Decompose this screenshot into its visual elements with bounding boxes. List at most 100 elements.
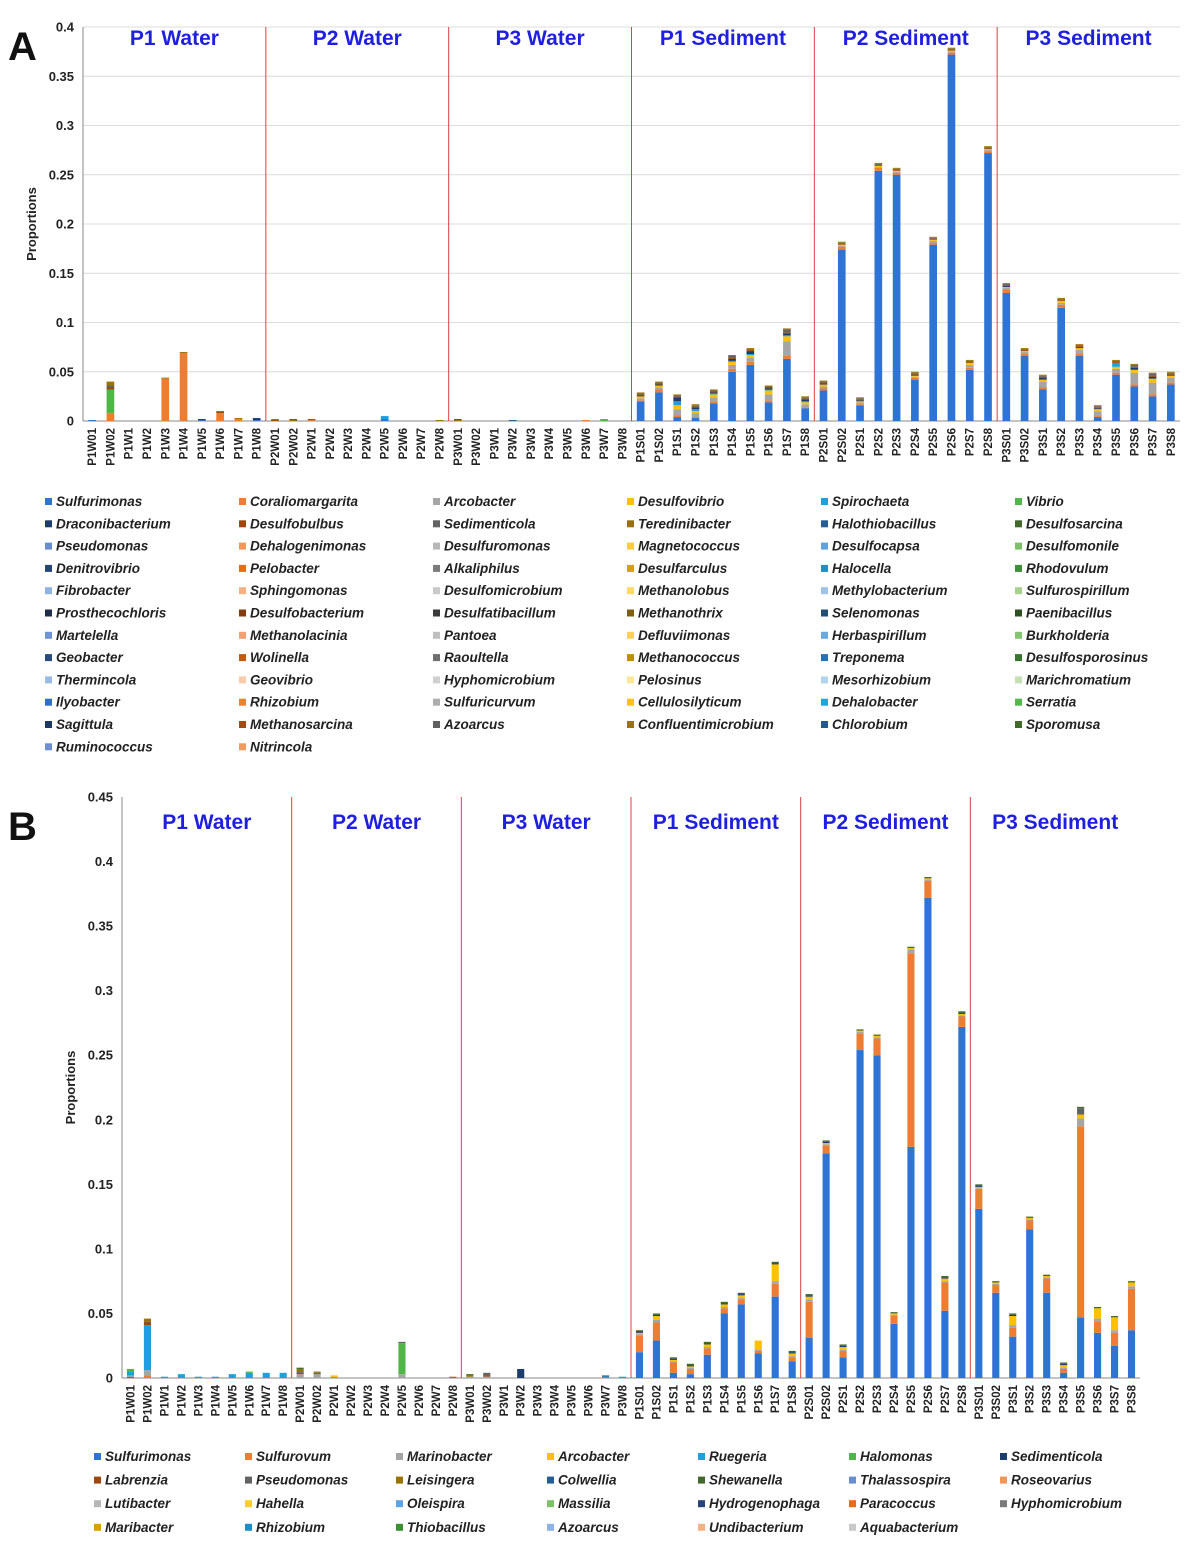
bar-segment-P1W8-Ruegeria bbox=[279, 1372, 287, 1378]
bar-segment-P2S02-Shewanella bbox=[822, 1140, 830, 1142]
legend-label: Cellulosilyticum bbox=[638, 695, 742, 710]
bar-segment-P3S7-Desulfobulbus bbox=[1148, 375, 1157, 377]
legend-label: Confluentimicrobium bbox=[638, 717, 774, 732]
bar-segment-P1S5-Sedimenticola bbox=[737, 1294, 745, 1296]
bar-segment-P1S4-Marinobacter bbox=[720, 1306, 728, 1309]
x-tick-label: P3W02 bbox=[471, 428, 483, 466]
legend-swatch-Labrenzia bbox=[94, 1476, 101, 1484]
bar-segment-P2S3-Arcobacter bbox=[873, 1035, 881, 1038]
x-tick-label: P3S2 bbox=[1025, 1385, 1037, 1413]
legend-label: Paenibacillus bbox=[1026, 606, 1113, 621]
bar-segment-P1W02-Marinobacter bbox=[143, 1370, 152, 1376]
x-tick-label: P3S4 bbox=[1059, 1384, 1071, 1413]
bar-segment-P3S02-Teredinibacter bbox=[1020, 348, 1029, 350]
legend-label: Sulfuricurvum bbox=[444, 695, 536, 710]
bar-segment-P1S2-Sedimenticola bbox=[691, 405, 700, 407]
y-tick-label: 0.45 bbox=[88, 790, 113, 805]
bar-segment-P3S3-Desulfovibrio bbox=[1075, 348, 1084, 351]
bar-segment-P3S02-Sedimenticola bbox=[1020, 349, 1029, 351]
x-tick-label: P1S7 bbox=[770, 1385, 782, 1413]
bar-segment-P1S4-Desulfobulbus bbox=[728, 357, 736, 359]
bar-segment-P3S5-Sulfurimonas bbox=[1112, 374, 1120, 421]
bar-segment-P3S2-Marinobacter bbox=[1026, 1219, 1034, 1221]
legend-swatch-Pelobacter bbox=[239, 564, 246, 572]
bar-segment-P3W01-Shewanella bbox=[466, 1374, 474, 1376]
y-axis-label: Proportions bbox=[24, 187, 39, 261]
legend-label: Spirochaeta bbox=[832, 494, 910, 509]
bar-segment-P1S1-Sulfurimonas bbox=[673, 417, 682, 421]
bar-segment-P1W5-Sulfurimonas bbox=[198, 420, 206, 421]
bar-segment-P2S1-Coraliomargarita bbox=[856, 404, 864, 406]
bar-segment-P2S2-Coraliomargarita bbox=[874, 167, 883, 171]
bar-segment-P2S02-Sulfurovum bbox=[822, 1145, 830, 1154]
x-tick-label: P1W5 bbox=[227, 1384, 239, 1416]
bar-segment-P2S01-Desulfobulbus bbox=[819, 382, 828, 384]
legend-label: Methanothrix bbox=[638, 606, 723, 621]
legend-label: Mesorhizobium bbox=[832, 672, 931, 687]
x-tick-label: P1W5 bbox=[197, 427, 209, 459]
x-tick-label: P3S8 bbox=[1166, 427, 1178, 456]
bar-segment-P3S8-Sedimenticola bbox=[1167, 372, 1175, 374]
bar-segment-P2S02-Sedimenticola bbox=[837, 242, 846, 244]
bar-segment-P2W8-Leisingera bbox=[449, 1376, 457, 1378]
bar-segment-P3W02-Marinobacter bbox=[483, 1376, 491, 1378]
legend-swatch-Rhizobium bbox=[239, 698, 246, 706]
legend-label: Burkholderia bbox=[1026, 628, 1110, 643]
bar-segment-P2W01-Labrenzia bbox=[296, 1372, 304, 1375]
x-tick-label: P2S01 bbox=[818, 427, 830, 462]
x-tick-label: P1W6 bbox=[215, 428, 227, 459]
bar-segment-P1S2-Teredinibacter bbox=[691, 404, 700, 406]
bar-segment-P2S6-Teredinibacter bbox=[947, 47, 956, 49]
bar-segment-P3S6-Shewanella bbox=[1094, 1306, 1102, 1309]
x-tick-label: P3S2 bbox=[1056, 428, 1068, 456]
x-tick-label: P3W02 bbox=[482, 1385, 494, 1423]
x-tick-label: P2W01 bbox=[270, 427, 282, 465]
bar-segment-P1W4-Teredinibacter bbox=[179, 352, 188, 354]
bar-segment-P1S02-Desulfovibrio bbox=[655, 385, 663, 388]
bar-segment-P1S6-Spirochaeta bbox=[764, 389, 773, 391]
bar-segment-P1S3-Spirochaeta bbox=[709, 393, 718, 395]
bar-segment-P1S01-Arcobacter bbox=[635, 1332, 644, 1335]
bar-segment-P3S5-Desulfovibrio bbox=[1112, 366, 1120, 369]
bar-segment-P2S02-Marinobacter bbox=[822, 1144, 830, 1146]
bar-segment-P1S02-Sulfurimonas bbox=[655, 392, 663, 421]
bar-segment-P1S5-Desulfobulbus bbox=[746, 350, 755, 352]
bar-segment-P1S02-Arcobacter bbox=[652, 1316, 661, 1320]
legend-label: Pelosinus bbox=[638, 672, 702, 687]
legend-label: Desulfobacterium bbox=[250, 606, 364, 621]
bar-segment-P2S2-Teredinibacter bbox=[874, 162, 883, 164]
legend-label: Undibacterium bbox=[709, 1520, 804, 1535]
bar-segment-P1W02-Pseudomonas bbox=[143, 1321, 152, 1323]
bar-segment-P1S01-Sedimenticola bbox=[636, 393, 645, 395]
bar-segment-P2S2-Arcobacter bbox=[874, 166, 883, 168]
bar-segment-P1W01-Ruegeria bbox=[126, 1371, 135, 1376]
bar-segment-P3S1-Arcobacter bbox=[1039, 381, 1047, 388]
x-tick-label: P1S3 bbox=[702, 1385, 714, 1413]
bar-segment-P2S1-Arcobacter bbox=[856, 402, 864, 405]
legend-label: Rhodovulum bbox=[1026, 561, 1109, 576]
bar-segment-P3S02-Sulfurovum bbox=[992, 1285, 1000, 1293]
bar-segment-P3S02-Desulfobulbus bbox=[1020, 350, 1029, 352]
bar-segment-P1S8-Spirochaeta bbox=[801, 401, 810, 403]
bar-segment-P2S5-Coraliomargarita bbox=[929, 242, 938, 245]
bar-segment-P3S01-Sulfurimonas bbox=[975, 1208, 983, 1378]
bar-segment-P2S8-Arcobacter bbox=[958, 1013, 966, 1016]
x-tick-label: P2S8 bbox=[957, 1384, 969, 1413]
bar-segment-P1S2-Sulfurimonas bbox=[691, 418, 700, 421]
bar-segment-P1W02-Coraliomargarita bbox=[106, 413, 115, 421]
x-tick-label: P3S02 bbox=[1020, 428, 1032, 463]
legend-swatch-Marichromatium bbox=[1015, 676, 1022, 684]
legend-label: Sphingomonas bbox=[250, 583, 348, 598]
legend-swatch-Methanosarcina bbox=[239, 721, 246, 728]
bar-segment-P1S5-Sulfurovum bbox=[737, 1299, 745, 1305]
y-tick-label: 0.05 bbox=[49, 364, 74, 379]
bar-segment-P2S01-Sedimenticola bbox=[819, 381, 828, 383]
x-tick-label: P1W4 bbox=[210, 1384, 222, 1416]
bar-segment-P3S3-Sulfurimonas bbox=[1075, 355, 1084, 421]
bar-segment-P2W1-Desulfobulbus bbox=[307, 419, 316, 421]
bar-segment-P2S5-Desulfovibrio bbox=[929, 239, 938, 241]
group-label: P3 Water bbox=[502, 811, 591, 834]
bar-segment-P3S01-Sedimenticola bbox=[975, 1185, 983, 1187]
legend-label: Colwellia bbox=[558, 1473, 617, 1488]
x-tick-label: P2W6 bbox=[414, 1385, 426, 1416]
